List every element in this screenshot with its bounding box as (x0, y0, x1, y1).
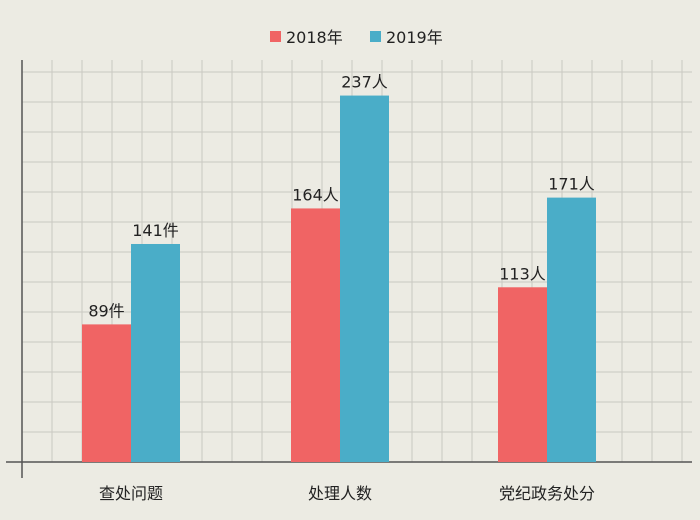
legend-swatch-2019 (370, 31, 381, 42)
legend-swatch-2018 (270, 31, 281, 42)
category-label: 党纪政务处分 (499, 484, 595, 503)
data-label: 141件 (132, 221, 179, 240)
category-label: 查处问题 (99, 484, 163, 503)
bar-处理人数-2018年 (291, 208, 340, 462)
category-labels-group: 查处问题 处理人数 党纪政务处分 (99, 484, 595, 503)
data-label: 237人 (341, 73, 388, 92)
data-label: 113人 (499, 264, 546, 283)
legend-label-2019: 2019年 (386, 28, 443, 47)
bar-党纪政务处分-2019年 (547, 197, 596, 462)
data-label: 89件 (88, 301, 124, 320)
data-label: 171人 (548, 175, 595, 194)
bar-处理人数-2019年 (340, 95, 389, 463)
data-label: 164人 (292, 185, 339, 204)
bar-查处问题-2019年 (131, 243, 180, 462)
bars-group (82, 95, 596, 463)
category-label: 处理人数 (308, 484, 372, 503)
legend-label-2018: 2018年 (286, 28, 343, 47)
bar-查处问题-2018年 (82, 324, 131, 462)
bar-党纪政务处分-2018年 (498, 287, 547, 462)
data-labels-group: 89件 141件 164人 237人 113人 171人 (88, 73, 594, 321)
legend: 2018年 2019年 (270, 28, 443, 47)
